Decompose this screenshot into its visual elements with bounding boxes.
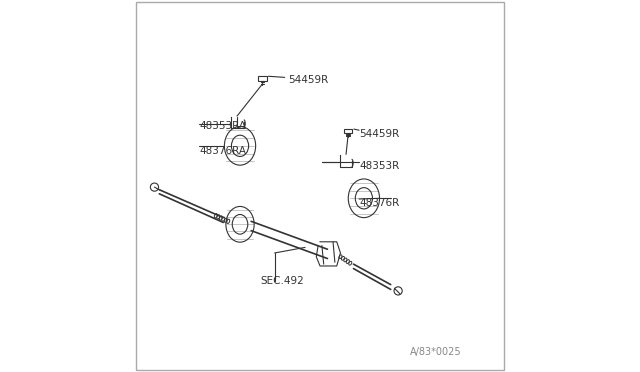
Text: 54459R: 54459R — [289, 75, 328, 85]
Text: 54459R: 54459R — [359, 129, 399, 139]
Text: 48353R: 48353R — [359, 161, 399, 170]
Text: 48376R: 48376R — [359, 198, 399, 208]
Bar — [344, 129, 352, 133]
Text: SEC.492: SEC.492 — [260, 276, 304, 286]
Text: 48376RA: 48376RA — [199, 146, 246, 155]
Bar — [258, 76, 266, 80]
Text: A/83*0025: A/83*0025 — [410, 347, 461, 357]
Text: 48353RA: 48353RA — [199, 122, 246, 131]
